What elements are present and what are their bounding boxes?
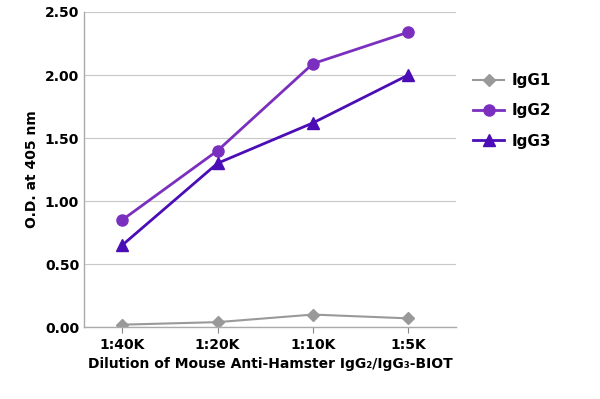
Line: IgG3: IgG3	[116, 69, 414, 251]
IgG1	[405, 316, 412, 321]
IgG3	[310, 120, 317, 125]
IgG2	[310, 61, 317, 66]
IgG2	[214, 148, 221, 153]
Legend: IgG1, IgG2, IgG3: IgG1, IgG2, IgG3	[467, 67, 557, 155]
Y-axis label: O.D. at 405 nm: O.D. at 405 nm	[25, 111, 39, 229]
IgG3	[405, 73, 412, 77]
Line: IgG2: IgG2	[116, 27, 414, 225]
X-axis label: Dilution of Mouse Anti-Hamster IgG₂/IgG₃-BIOT: Dilution of Mouse Anti-Hamster IgG₂/IgG₃…	[88, 357, 452, 371]
IgG1	[214, 320, 221, 324]
IgG1	[310, 312, 317, 317]
IgG3	[214, 161, 221, 166]
Line: IgG1: IgG1	[118, 310, 412, 329]
IgG2	[119, 217, 126, 222]
IgG2	[405, 30, 412, 35]
IgG3	[119, 243, 126, 248]
IgG1	[119, 322, 126, 327]
